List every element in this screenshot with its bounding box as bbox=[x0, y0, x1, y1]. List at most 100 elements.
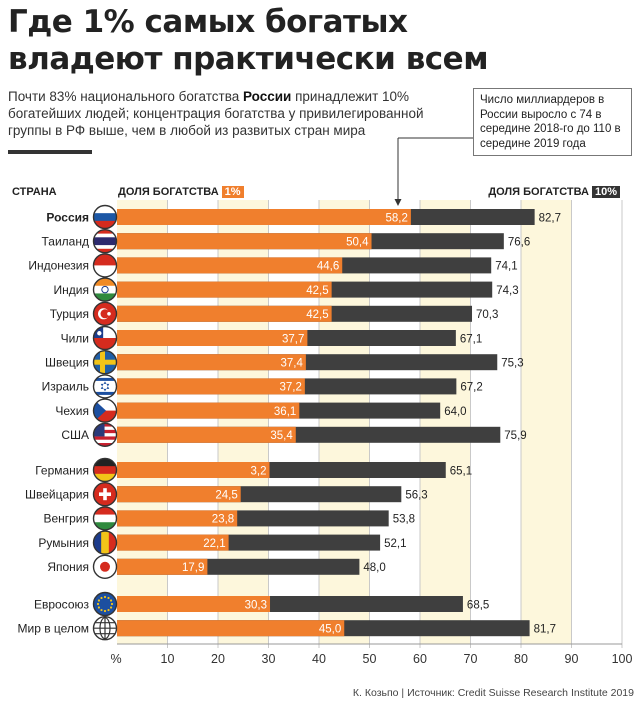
label-top10: 64,0 bbox=[444, 406, 466, 418]
label-top10: 53,8 bbox=[393, 514, 415, 526]
header-top10-tag: 10% bbox=[591, 186, 620, 198]
sweden-flag-icon bbox=[93, 350, 117, 374]
russia-flag-icon bbox=[93, 205, 117, 229]
x-tick-label: 40 bbox=[312, 652, 326, 666]
x-tick-label: 50 bbox=[363, 652, 377, 666]
subtitle-text-start: Почти 83% национального богатства bbox=[8, 89, 243, 104]
indonesia-flag-icon bbox=[93, 253, 117, 277]
label-top1: 37,2 bbox=[279, 382, 301, 394]
x-tick-label: 30 bbox=[262, 652, 276, 666]
globe-icon bbox=[93, 616, 117, 640]
subtitle: Почти 83% национального богатства России… bbox=[8, 88, 448, 139]
bar-top1 bbox=[117, 402, 300, 419]
chile-flag-icon bbox=[93, 326, 117, 350]
x-tick-label: 70 bbox=[464, 652, 478, 666]
label-top1: 17,9 bbox=[182, 562, 204, 574]
x-tick-label: 100 bbox=[612, 652, 633, 666]
header-country: СТРАНА bbox=[12, 186, 57, 198]
flag-ring bbox=[92, 616, 118, 641]
bar-top1 bbox=[117, 486, 241, 503]
romania-flag-icon bbox=[93, 531, 117, 555]
label-top10: 75,9 bbox=[504, 430, 526, 442]
label-top1: 22,1 bbox=[203, 538, 225, 550]
country-label: Турция bbox=[50, 307, 89, 321]
bar-top1 bbox=[117, 354, 306, 371]
x-tick-label: 80 bbox=[514, 652, 528, 666]
country-label: Венгрия bbox=[43, 512, 89, 526]
label-top1: 37,4 bbox=[280, 358, 303, 370]
label-top10: 74,3 bbox=[496, 285, 518, 297]
header-top10: ДОЛЯ БОГАТСТВА 10% bbox=[488, 186, 620, 198]
band bbox=[521, 200, 572, 644]
germany-flag-icon bbox=[93, 458, 117, 482]
x-tick-label: 20 bbox=[211, 652, 225, 666]
label-top1: 42,5 bbox=[306, 309, 328, 321]
label-top10: 82,7 bbox=[539, 212, 561, 224]
bar-top1 bbox=[117, 305, 332, 322]
country-label: Индонезия bbox=[28, 259, 89, 273]
header-top1: ДОЛЯ БОГАТСТВА 1% bbox=[118, 186, 244, 198]
page-title: Где 1% самых богатых владеют практически… bbox=[8, 4, 489, 77]
country-label: Таиланд bbox=[42, 235, 89, 249]
flag-ring bbox=[92, 374, 118, 399]
label-top10: 65,1 bbox=[450, 465, 472, 477]
india-flag-icon bbox=[93, 278, 117, 302]
label-top1: 58,2 bbox=[386, 212, 408, 224]
header-top10-label: ДОЛЯ БОГАТСТВА bbox=[488, 186, 589, 198]
bar-top1 bbox=[117, 330, 308, 346]
flag-ring bbox=[92, 277, 118, 302]
flag-ring bbox=[92, 301, 118, 326]
switzerland-flag-icon bbox=[93, 482, 117, 506]
flag-ring bbox=[92, 204, 118, 230]
label-top1: 50,4 bbox=[346, 237, 369, 249]
flag-ring bbox=[92, 228, 118, 254]
label-top10: 76,6 bbox=[508, 237, 530, 249]
country-label: Румыния bbox=[38, 536, 89, 550]
hungary-flag-icon bbox=[93, 506, 117, 530]
label-top10: 67,1 bbox=[460, 333, 482, 345]
country-label: Индия bbox=[54, 283, 89, 297]
label-top10: 70,3 bbox=[476, 309, 498, 321]
bar-top1 bbox=[117, 462, 270, 478]
header-top1-tag: 1% bbox=[221, 186, 244, 198]
eu-flag-icon bbox=[93, 592, 117, 616]
country-label: Швейцария bbox=[25, 488, 89, 502]
band bbox=[420, 200, 471, 644]
country-label: Чехия bbox=[55, 404, 89, 418]
label-top1: 44,6 bbox=[317, 261, 339, 273]
country-label: Евросоюз bbox=[34, 597, 90, 611]
bar-top1 bbox=[117, 596, 271, 612]
turkey-flag-icon bbox=[93, 302, 117, 326]
flag-ring bbox=[92, 398, 118, 423]
label-top1: 23,8 bbox=[212, 514, 234, 526]
flag-ring bbox=[92, 482, 118, 507]
flag-ring bbox=[92, 325, 118, 351]
x-unit-label: % bbox=[110, 652, 121, 666]
bar-top1 bbox=[117, 620, 345, 637]
flag-ring bbox=[92, 422, 118, 447]
bar-top1 bbox=[117, 281, 332, 298]
country-label: Мир в целом bbox=[18, 622, 90, 636]
header-top1-label: ДОЛЯ БОГАТСТВА bbox=[118, 186, 219, 198]
label-top10: 67,2 bbox=[460, 382, 482, 394]
subtitle-divider bbox=[8, 150, 92, 154]
label-top10: 81,7 bbox=[534, 624, 556, 636]
country-label: Чили bbox=[61, 331, 89, 345]
annotation-box: Число миллиардеров в России выросло с 74… bbox=[473, 88, 632, 156]
label-top1: 3,2 bbox=[251, 465, 267, 477]
subtitle-text-end: принадлежит 10% богатейших людей; концен… bbox=[8, 89, 424, 138]
x-tick-label: 60 bbox=[413, 652, 427, 666]
source-credit: К. Козьпо | Источник: Credit Suisse Rese… bbox=[352, 687, 634, 699]
bar-top1 bbox=[117, 209, 411, 225]
label-top1: 24,5 bbox=[215, 490, 237, 502]
flag-ring bbox=[92, 350, 118, 375]
bar-top1 bbox=[117, 510, 238, 527]
flag-ring bbox=[92, 591, 118, 617]
flag-ring bbox=[92, 530, 118, 555]
label-top10: 74,1 bbox=[495, 261, 517, 273]
country-label: Россия bbox=[46, 210, 89, 224]
country-label: Швеция bbox=[45, 356, 89, 370]
label-top1: 42,5 bbox=[306, 285, 328, 297]
flag-ring bbox=[92, 506, 118, 531]
